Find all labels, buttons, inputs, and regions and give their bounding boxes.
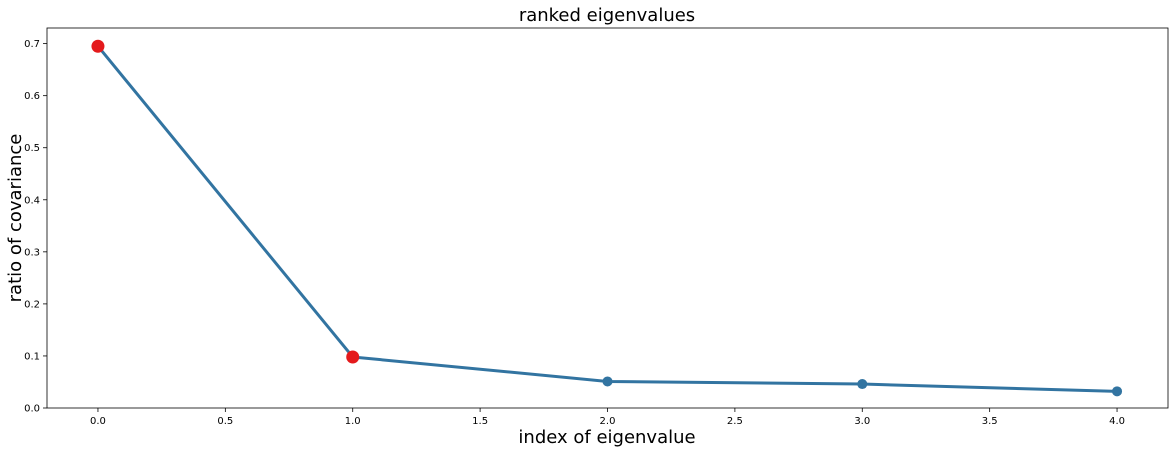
x-axis-label: index of eigenvalue <box>518 427 695 448</box>
x-tick-label: 0.0 <box>90 416 106 427</box>
y-tick-label: 0.0 <box>24 404 40 415</box>
y-tick-label: 0.4 <box>24 195 40 206</box>
y-tick-label: 0.3 <box>24 247 40 258</box>
y-tick-label: 0.7 <box>24 39 40 50</box>
x-tick-label: 4.0 <box>1109 416 1125 427</box>
axis-ticks: 0.0 0.5 1.0 1.5 2.0 2.5 3.0 3.5 4.0 0.0 0.1 0.2 0.3 0… <box>24 39 1125 427</box>
data-point <box>857 379 868 390</box>
series-line <box>96 45 1118 393</box>
x-tick-label: 2.0 <box>600 416 616 427</box>
data-point <box>602 376 613 387</box>
x-tick-label: 2.5 <box>727 416 743 427</box>
y-axis-label: ratio of covariance <box>5 134 26 303</box>
highlighted-point <box>346 350 360 364</box>
data-point <box>1112 386 1123 397</box>
points-layer <box>91 39 1123 397</box>
highlighted-point <box>91 39 105 53</box>
x-tick-label: 3.0 <box>854 416 870 427</box>
x-tick-label: 1.0 <box>345 416 361 427</box>
series-layer <box>96 45 1118 393</box>
y-tick-label: 0.6 <box>24 91 40 102</box>
y-tick-label: 0.1 <box>24 351 40 362</box>
y-tick-label: 0.5 <box>24 143 40 154</box>
plot-frame <box>46 27 1169 409</box>
x-tick-label: 0.5 <box>217 416 233 427</box>
chart-title: ranked eigenvalues <box>519 5 695 26</box>
x-tick-label: 3.5 <box>982 416 998 427</box>
x-tick-label: 1.5 <box>472 416 488 427</box>
y-tick-label: 0.2 <box>24 299 40 310</box>
